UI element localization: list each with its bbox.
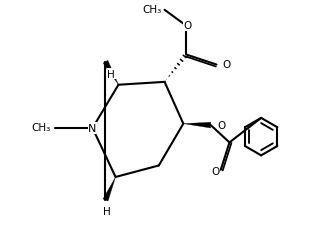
Text: H: H bbox=[108, 70, 115, 79]
Polygon shape bbox=[103, 177, 116, 201]
Text: CH₃: CH₃ bbox=[32, 123, 51, 133]
Text: N: N bbox=[88, 123, 97, 133]
Text: O: O bbox=[217, 120, 225, 130]
Text: H: H bbox=[103, 206, 111, 216]
Text: O: O bbox=[211, 167, 219, 176]
Text: O: O bbox=[184, 21, 192, 31]
Text: CH₃: CH₃ bbox=[142, 5, 162, 15]
Polygon shape bbox=[183, 123, 211, 128]
Text: O: O bbox=[223, 60, 231, 70]
Polygon shape bbox=[103, 61, 118, 85]
